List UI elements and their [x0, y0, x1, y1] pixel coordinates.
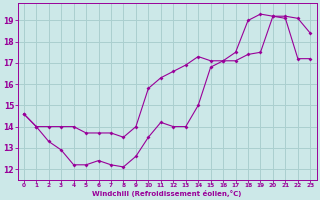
- X-axis label: Windchill (Refroidissement éolien,°C): Windchill (Refroidissement éolien,°C): [92, 190, 242, 197]
